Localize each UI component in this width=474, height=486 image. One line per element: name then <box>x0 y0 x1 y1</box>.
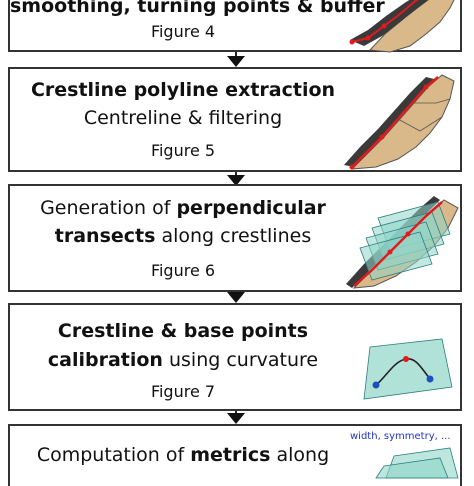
arrow-down-icon <box>227 175 245 186</box>
step-3-title-bold-2: transects <box>54 225 156 247</box>
step-3-title-pre: Generation of <box>40 197 177 219</box>
metrics-side-label: width, symmetry, ... <box>350 431 451 442</box>
crestline-polyline <box>351 0 419 43</box>
step-4-title-bold-2: calibration <box>47 349 163 371</box>
crestline-node <box>379 134 385 140</box>
dune-buffer-thumbnail <box>349 0 455 53</box>
turning-point <box>365 35 371 41</box>
transect-plane <box>363 338 453 400</box>
step-2-title-bold: Crestline polyline extraction <box>30 79 336 101</box>
dune-shadow <box>344 77 434 167</box>
transect-crest-point <box>387 249 393 255</box>
crestline-node <box>349 164 355 170</box>
step-box-2: Crestline polyline extraction Centreline… <box>8 67 462 172</box>
turning-point <box>349 39 355 45</box>
step-4-title-line-2: calibration using curvature <box>10 351 356 370</box>
crestline-polyline <box>353 201 443 287</box>
step-box-4: Crestline & base points calibration usin… <box>8 303 462 411</box>
centreline-branch <box>397 116 443 132</box>
step-3-title-line-1: Generation of perpendicular <box>10 199 356 218</box>
connector-2 <box>235 172 237 177</box>
step-2-title: Crestline polyline extraction <box>10 81 356 100</box>
connector-1 <box>235 52 237 58</box>
step-5-title-pre: Computation of <box>36 444 191 466</box>
step-1-title-bold: smoothing, turning points & buffer <box>10 0 385 17</box>
arrow-down-icon <box>227 292 245 303</box>
crestline-node <box>423 84 429 90</box>
calibration-thumbnail <box>363 338 453 400</box>
step-2-figure-ref: Figure 5 <box>150 141 216 160</box>
step-box-5: Computation of metrics along width, symm… <box>8 424 462 486</box>
step-4-figure-ref: Figure 7 <box>150 382 216 401</box>
step-5-title-bold: metrics <box>190 444 271 466</box>
step-3-title-bold: perpendicular <box>176 197 326 219</box>
step-box-1: smoothing, turning points & buffer Figur… <box>8 0 462 53</box>
step-4-title-bold: Crestline & base points <box>57 320 309 342</box>
step-1-figure-ref: Figure 4 <box>150 22 216 41</box>
centreline-branch <box>412 98 451 104</box>
step-5-title: Computation of metrics along <box>10 446 356 465</box>
crest-point <box>403 356 409 362</box>
transects-thumbnail <box>346 196 459 289</box>
metrics-thumbnail <box>375 447 459 479</box>
step-3-figure-ref: Figure 6 <box>150 261 216 280</box>
step-4-title-post: using curvature <box>162 349 319 371</box>
arrow-down-icon <box>227 56 245 67</box>
turning-point <box>381 23 387 29</box>
step-box-3: Generation of perpendicular transects al… <box>8 184 462 292</box>
step-3-title-post: along crestlines <box>155 225 312 247</box>
transect-crest-point <box>405 231 411 237</box>
crestline-extraction-thumbnail <box>344 74 455 170</box>
transect-plane <box>359 231 433 281</box>
step-5-title-post: along <box>270 444 330 466</box>
step-2-subtitle: Centreline & filtering <box>83 107 283 129</box>
step-1-title: smoothing, turning points & buffer <box>10 0 385 16</box>
base-point <box>372 381 380 389</box>
arrow-down-icon <box>227 413 245 424</box>
step-4-title-line-1: Crestline & base points <box>10 322 356 341</box>
step-3-title-line-2: transects along crestlines <box>10 227 356 246</box>
base-point <box>426 375 434 383</box>
